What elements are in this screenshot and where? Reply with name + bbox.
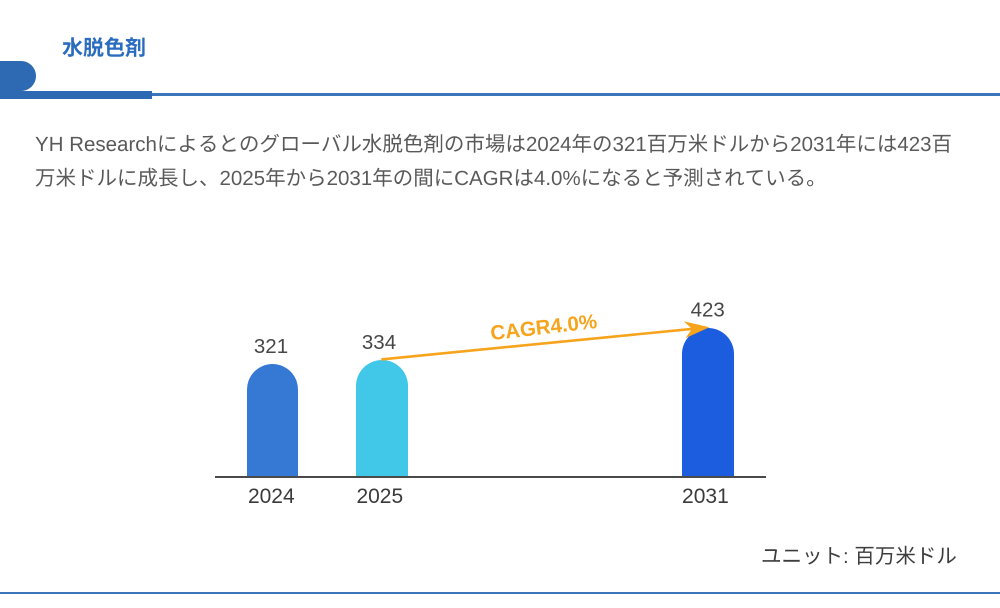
svg-text:2024: 2024 — [248, 485, 295, 508]
svg-text:2031: 2031 — [682, 485, 729, 508]
svg-text:321: 321 — [254, 335, 288, 358]
svg-text:2025: 2025 — [356, 485, 403, 508]
svg-text:423: 423 — [691, 299, 725, 322]
svg-text:334: 334 — [362, 331, 396, 354]
